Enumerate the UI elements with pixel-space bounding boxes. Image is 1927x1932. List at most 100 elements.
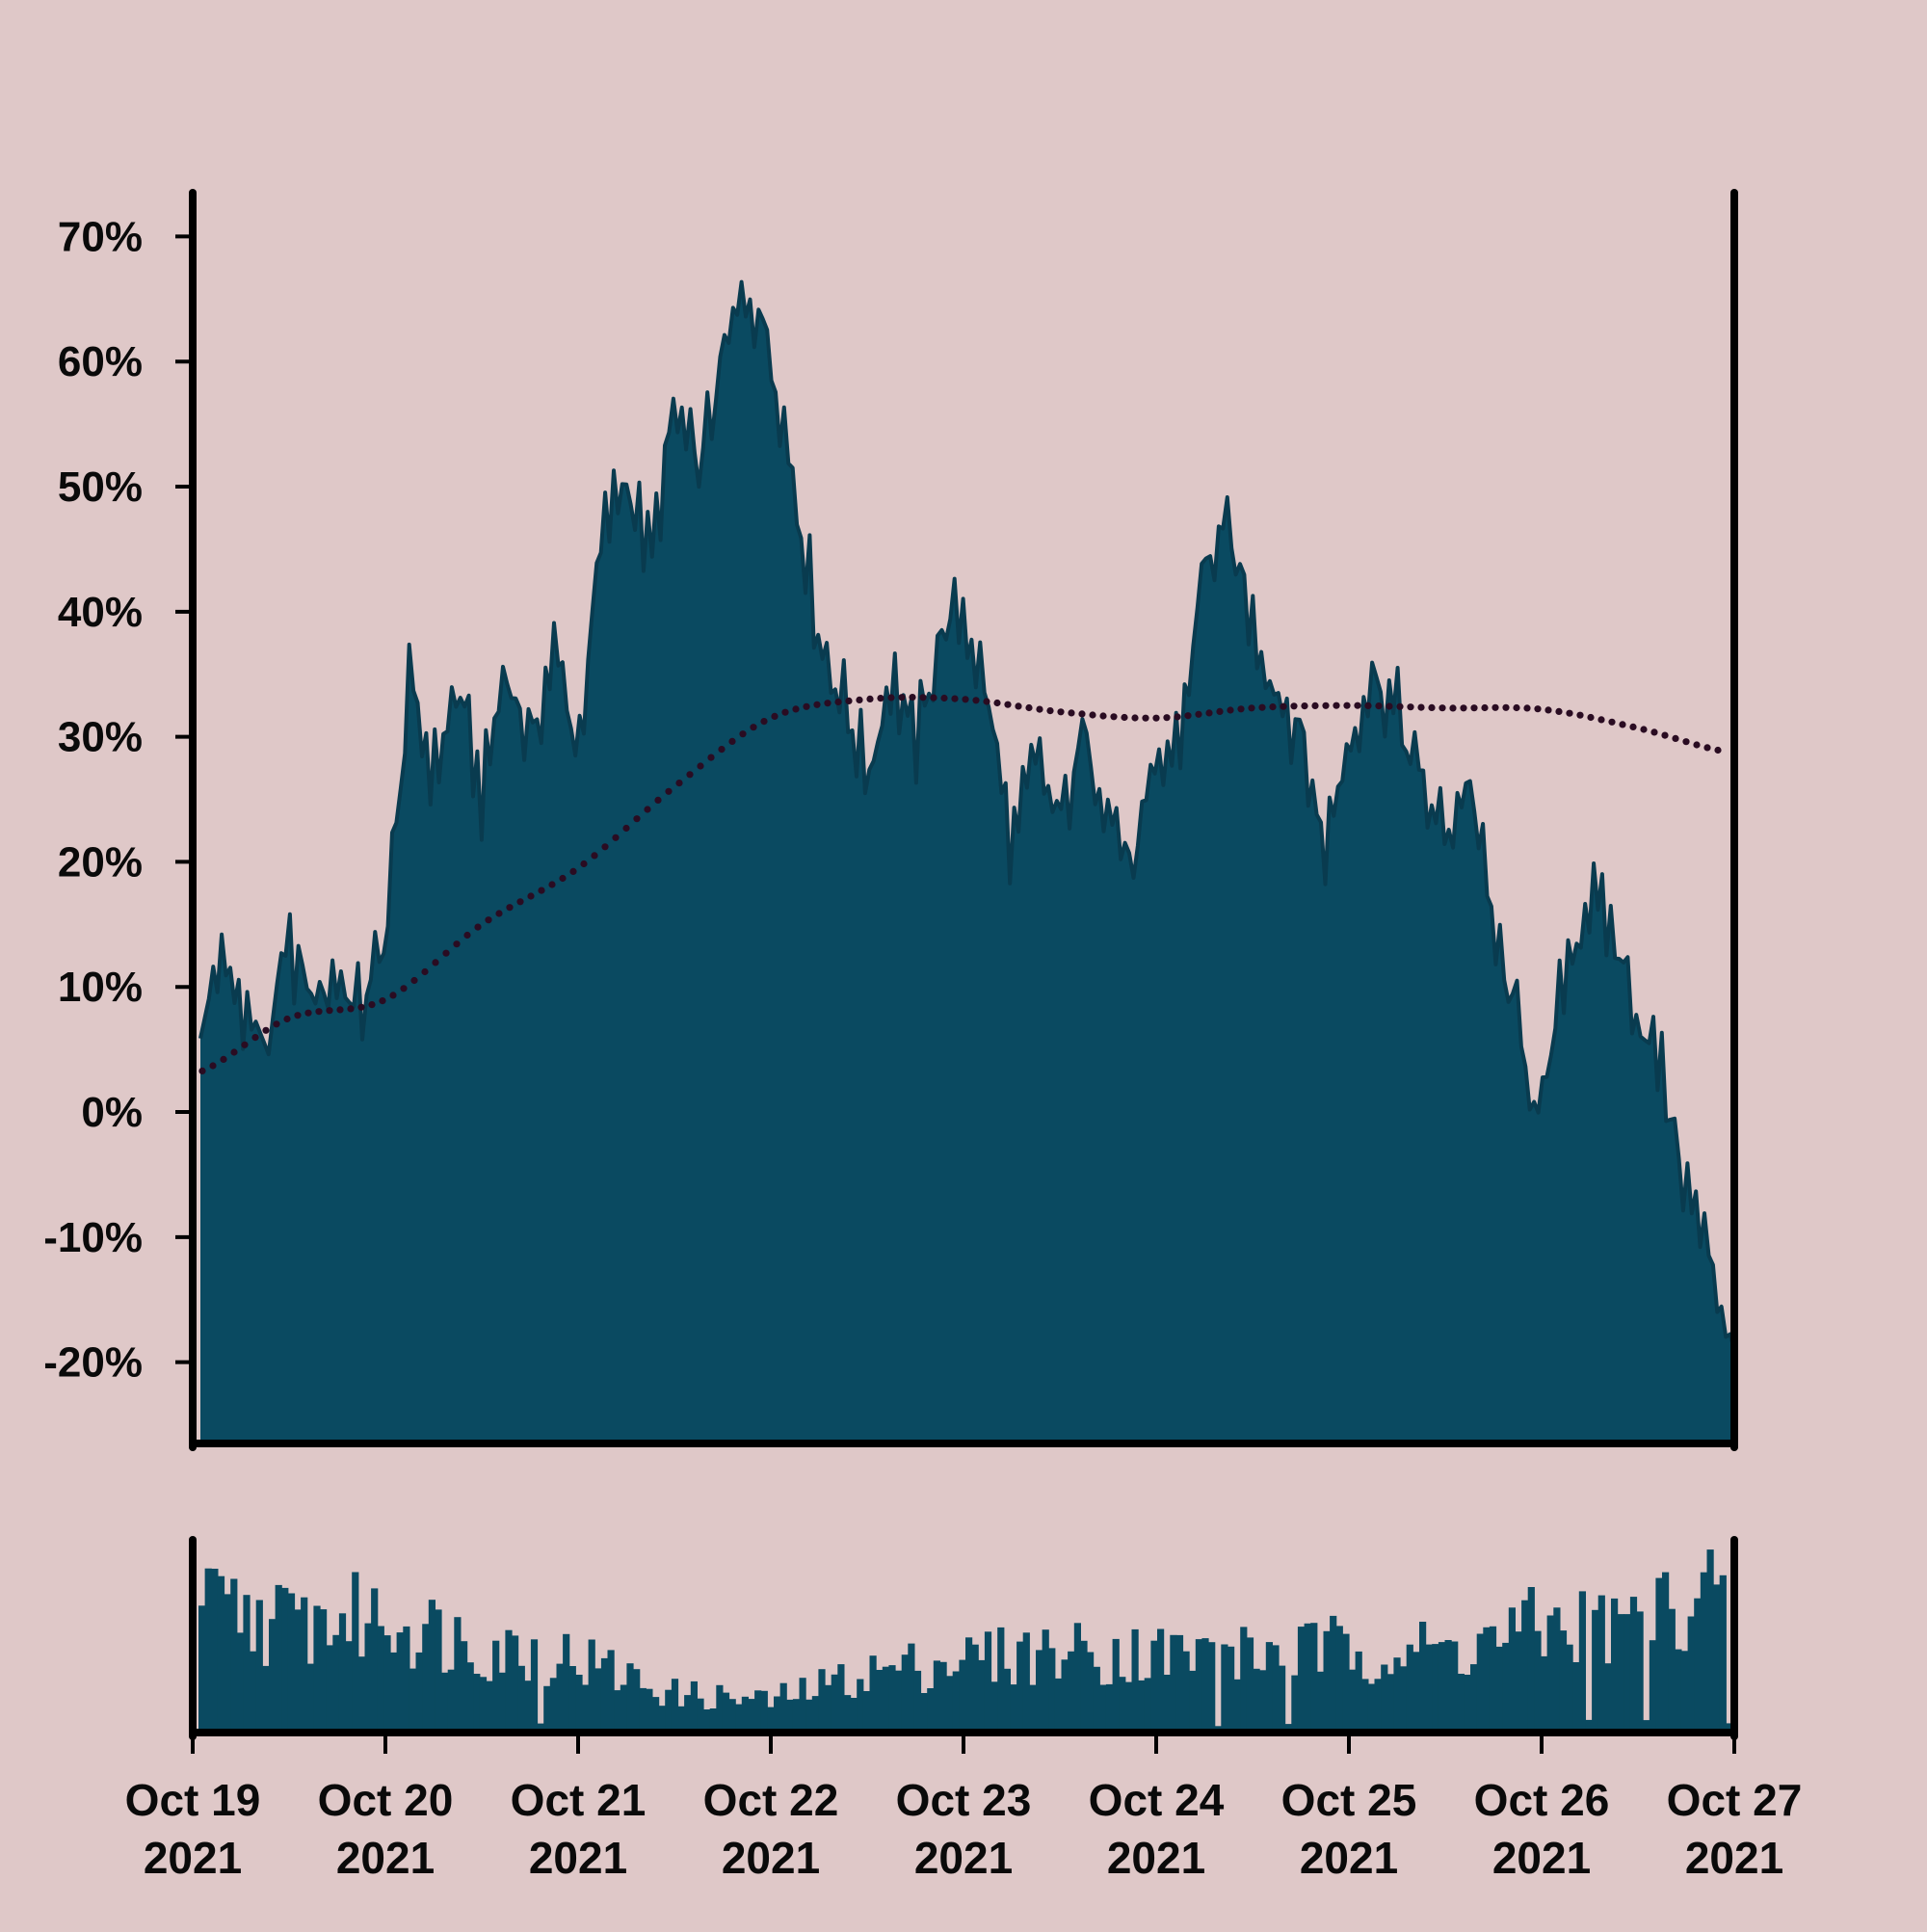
moving-average-point [1523,704,1531,712]
volume-bar [1457,1674,1465,1733]
moving-average-point [209,1062,217,1070]
volume-bar [728,1699,736,1733]
volume-bar [1444,1640,1452,1733]
volume-bar [1022,1632,1030,1733]
volume-bar [357,1656,365,1733]
volume-bar [1668,1608,1676,1733]
volume-bar [588,1639,595,1733]
moving-average-point [1587,713,1595,722]
moving-average-point [1110,713,1118,721]
volume-bar [1534,1630,1542,1733]
moving-average-point [1078,710,1086,718]
moving-average-point [1555,707,1563,716]
volume-bar [1374,1679,1382,1733]
moving-average-point [1375,702,1383,710]
moving-average-point [1174,713,1181,721]
volume-bar [1175,1634,1184,1733]
volume-bar [1105,1683,1114,1733]
moving-average-point [686,771,694,779]
moving-average-point [1693,741,1701,749]
x-tick-label-year: 2021 [914,1833,1013,1883]
volume-bar [1585,1719,1593,1733]
moving-average-point [1629,723,1637,731]
moving-average-point [220,1055,227,1063]
volume-bar [1706,1549,1714,1733]
moving-average-point [1025,703,1033,712]
y-tick-label: 50% [58,463,143,511]
volume-bar [563,1633,570,1733]
volume-bar [811,1696,819,1733]
volume-bar [461,1641,468,1733]
moving-average-point [198,1067,206,1074]
y-tick-label: 20% [58,838,143,886]
moving-average-point [1354,701,1361,709]
moving-average-point [1057,708,1065,716]
moving-average-point [1470,704,1478,712]
moving-average-point [1502,703,1510,711]
volume-bar [684,1695,692,1733]
moving-average-point [760,718,768,726]
moving-average-point [389,992,397,999]
volume-bar [703,1709,711,1733]
volume-bar [1119,1677,1126,1733]
volume-bar [287,1593,296,1733]
volume-bar [600,1657,609,1733]
volume-bar [454,1617,462,1733]
moving-average-point [622,824,630,833]
volume-bar [364,1623,372,1733]
volume-bar [1432,1644,1439,1733]
main-panel: 70% 60% 50% 40% 30% 20% 10% 0% -10% -20% [43,189,1738,1451]
moving-average-point [750,724,757,731]
y-tick-label: -20% [43,1339,143,1387]
x-tick-label: Oct 27 [1667,1775,1803,1825]
moving-average-point [739,730,747,738]
moving-average-point [463,931,471,940]
volume-bar [1592,1609,1599,1733]
volume-bar [1112,1638,1120,1733]
volume-bar [1042,1629,1049,1733]
volume-bar [722,1692,730,1733]
volume-bar [984,1631,992,1733]
moving-average-point [591,852,598,860]
moving-average-point [1640,726,1648,733]
moving-average-point [1322,701,1330,709]
volume-bar [760,1690,768,1733]
volume-bar [786,1699,794,1733]
moving-average-point [771,712,779,721]
volume-bar [217,1575,225,1733]
volume-bar [1265,1642,1273,1733]
volume-bar [1349,1669,1357,1733]
volume-bar [447,1669,455,1733]
volume-bar [754,1690,762,1733]
volume-bar [1253,1668,1260,1733]
volume-bar [971,1644,979,1733]
x-tick-label: Oct 26 [1474,1775,1610,1825]
volume-bar [281,1587,289,1733]
volume-bar [435,1609,442,1733]
moving-average-point [1481,703,1489,712]
volume-bar [1284,1724,1292,1733]
moving-average-point [665,787,673,795]
volume-bar [818,1669,826,1733]
volume-bar [774,1696,781,1733]
moving-average-point [336,1006,344,1014]
moving-average-point [1036,705,1043,713]
volume-bar [939,1661,947,1733]
volume-bar [524,1681,532,1733]
volume-bar [1201,1638,1209,1733]
moving-average-point [347,1005,355,1013]
moving-average-point [845,697,853,705]
volume-bar [236,1632,244,1733]
volume-bar [1464,1675,1471,1733]
moving-average-point [803,702,810,710]
moving-average-point [1460,704,1467,712]
x-tick-label-year: 2021 [722,1833,820,1883]
moving-average-point [1195,710,1202,718]
moving-average-point [887,694,895,701]
volume-bar [1553,1607,1561,1733]
volume-bar [933,1660,940,1733]
volume-bar [1617,1614,1624,1733]
volume-bar [1483,1627,1491,1733]
moving-average-point [1386,702,1393,710]
